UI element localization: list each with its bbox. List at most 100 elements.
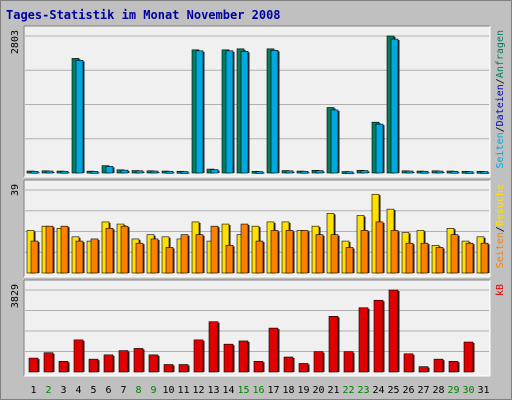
middle-panel-bar-seiten-3-shade <box>68 227 70 273</box>
middle-panel-bar-seiten-31-shade <box>488 244 490 273</box>
top-panel-bar-seiten-29 <box>450 170 460 174</box>
middle-panel-bar-seiten-25 <box>390 230 400 274</box>
top-panel-bar-seiten-11 <box>180 171 190 174</box>
top-panel-bar-seiten-14-face <box>225 50 234 174</box>
bottom-panel-bar-kb-25-shade <box>398 291 400 372</box>
middle-panel-bar-seiten-29-shade <box>458 235 460 273</box>
bottom-panel-bar-kb-4 <box>73 339 85 373</box>
bottom-panel-bar-kb-30 <box>463 341 475 373</box>
bottom-panel-bar-kb-16-shade <box>263 362 265 372</box>
bottom-panel-bar-kb-18-face <box>283 356 294 373</box>
bottom-panel-bar-kb-19 <box>298 363 310 373</box>
x-tick-label-14: 14 <box>222 385 234 396</box>
bottom-panel-bar-kb-30-shade <box>473 343 475 372</box>
bottom-panel-bar-kb-26-shade <box>413 354 415 372</box>
bottom-panel-bar-kb-9-shade <box>158 355 160 372</box>
middle-panel-bar-seiten-31-face <box>480 242 489 274</box>
bottom-panel-bar-kb-17-shade <box>278 329 280 372</box>
bottom-panel-bar-kb-24-face <box>373 299 384 373</box>
middle-panel-bar-seiten-2-face <box>45 225 54 274</box>
middle-panel-bar-seiten-12-face <box>195 234 204 274</box>
bottom-panel-bar-kb-6 <box>103 354 115 373</box>
middle-panel-bar-seiten-1-face <box>30 240 39 274</box>
middle-panel-bar-seiten-30-shade <box>473 244 475 273</box>
top-panel-bar-seiten-17-face <box>270 50 279 174</box>
bottom-panel-bar-kb-18 <box>283 356 295 373</box>
bottom-panel-bar-kb-8 <box>133 348 145 373</box>
bottom-panel-bar-kb-25 <box>388 289 400 373</box>
middle-panel-bar-seiten-28-shade <box>443 248 445 273</box>
top-panel-bar-seiten-26 <box>405 170 415 174</box>
middle-panel-bar-seiten-5-face <box>90 238 99 274</box>
middle-panel-bar-seiten-24 <box>375 221 385 274</box>
top-panel-bar-seiten-23-shade <box>368 171 370 173</box>
middle-panel-bar-seiten-26-shade <box>413 244 415 273</box>
top-panel-bar-seiten-5-face <box>90 171 99 174</box>
middle-panel-bar-seiten-26-face <box>405 242 414 274</box>
bottom-panel-bar-kb-12 <box>193 339 205 373</box>
bottom-panel-bar-kb-13-face <box>208 321 219 373</box>
x-tick-label-23: 23 <box>357 385 369 396</box>
x-tick-label-31: 31 <box>477 385 489 396</box>
bottom-panel-bar-kb-21-face <box>328 316 339 373</box>
top-panel-bar-seiten-24 <box>375 123 385 174</box>
middle-panel-bar-seiten-8-face <box>135 242 144 274</box>
top-panel-bar-seiten-19 <box>300 170 310 174</box>
top-panel-bar-seiten-28 <box>435 170 445 174</box>
top-panel-bar-seiten-24-shade <box>383 125 385 173</box>
middle-panel-bar-seiten-5-shade <box>98 239 100 273</box>
middle-panel-bar-seiten-18-shade <box>293 231 295 273</box>
top-panel-bar-seiten-28-face <box>435 170 444 174</box>
x-tick-label-30: 30 <box>462 385 474 396</box>
top-panel-bar-seiten-25 <box>390 38 400 174</box>
middle-panel-bar-seiten-18-face <box>285 230 294 274</box>
top-panel-bar-seiten-5 <box>90 171 100 174</box>
middle-panel-bar-seiten-16 <box>255 240 265 274</box>
middle-panel-bar-seiten-30 <box>465 242 475 274</box>
top-panel-bar-seiten-12 <box>195 50 205 174</box>
middle-panel-bar-seiten-13-shade <box>218 227 220 273</box>
top-panel-bar-seiten-5-shade <box>98 172 100 174</box>
x-tick-label-8: 8 <box>135 385 141 396</box>
middle-panel-bar-seiten-31 <box>480 242 490 274</box>
x-tick-label-27: 27 <box>417 385 429 396</box>
top-panel-bar-seiten-13 <box>210 169 220 174</box>
bottom-panel-bar-kb-8-shade <box>143 349 145 372</box>
top-panel-bar-seiten-23 <box>360 170 370 174</box>
middle-panel-bar-seiten-15-face <box>240 223 249 274</box>
bottom-panel-bar-kb-29-face <box>448 360 459 373</box>
top-panel-bar-seiten-11-face <box>180 171 189 174</box>
bottom-panel-bar-kb-13-shade <box>218 322 220 372</box>
middle-panel-bar-seiten-2-shade <box>53 227 55 273</box>
x-tick-label-2: 2 <box>45 385 51 396</box>
middle-panel-bar-seiten-12 <box>195 234 205 274</box>
top-panel-plot <box>24 26 490 177</box>
top-panel-bar-seiten-4 <box>75 60 85 174</box>
top-panel-bar-seiten-27 <box>420 170 430 174</box>
middle-panel-bar-seiten-6 <box>105 228 115 274</box>
bottom-panel-bar-kb-14-face <box>223 343 234 373</box>
top-panel-bar-seiten-2 <box>45 170 55 174</box>
bottom-panel-bar-kb-24 <box>373 299 385 373</box>
panels: 2803Seiten/Dateien/Anfragen39Seiten/Besu… <box>10 25 506 377</box>
top-panel-bar-seiten-20-shade <box>323 171 325 173</box>
x-tick-label-25: 25 <box>387 385 399 396</box>
middle-panel-legend-item: Seiten <box>495 232 506 268</box>
top-panel-bar-seiten-30-shade <box>473 172 475 174</box>
top-panel-bar-seiten-2-face <box>45 170 54 174</box>
bottom-panel-bar-kb-22 <box>343 351 355 373</box>
bottom-panel-bar-kb-26-face <box>403 353 414 373</box>
top-panel-bar-seiten-31-shade <box>488 172 490 174</box>
middle-panel-bar-seiten-6-shade <box>113 229 115 273</box>
bottom-panel-bar-kb-23 <box>358 307 370 373</box>
middle-panel-bar-seiten-17-shade <box>278 231 280 273</box>
top-panel-bar-seiten-15 <box>240 50 250 174</box>
top-panel-bar-seiten-21-face <box>330 109 339 174</box>
middle-panel-bar-seiten-26 <box>405 242 415 274</box>
bottom-panel-bar-kb-7-shade <box>128 351 130 372</box>
middle-panel-bar-seiten-18 <box>285 230 295 274</box>
bottom-panel-bar-kb-21 <box>328 316 340 373</box>
x-tick-label-29: 29 <box>447 385 459 396</box>
middle-panel-bar-seiten-9 <box>150 238 160 274</box>
bottom-panel-bar-kb-27-shade <box>428 367 430 372</box>
